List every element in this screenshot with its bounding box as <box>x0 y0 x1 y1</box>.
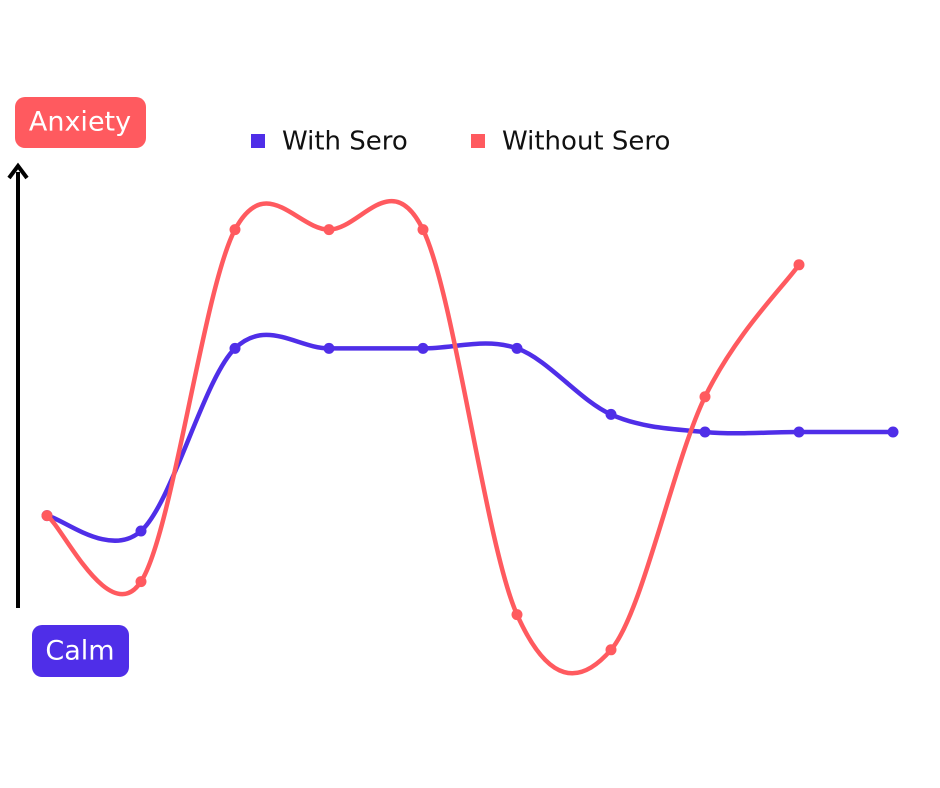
legend-swatch <box>251 134 265 148</box>
data-point <box>229 224 241 236</box>
series-line <box>44 198 802 676</box>
data-point <box>793 259 805 271</box>
legend-swatch <box>471 134 485 148</box>
data-point <box>605 644 617 656</box>
data-point <box>699 391 711 403</box>
legend-label: With Sero <box>282 127 408 157</box>
data-point <box>417 342 429 354</box>
arrow-head <box>7 162 29 180</box>
data-point <box>511 342 523 354</box>
data-point <box>323 342 335 354</box>
data-point <box>135 525 147 537</box>
data-point <box>229 342 241 354</box>
bottom-label-box <box>32 625 129 677</box>
data-point <box>41 510 53 522</box>
top-label-box <box>15 97 146 148</box>
data-point <box>323 224 335 236</box>
data-point <box>135 576 147 588</box>
bottom-label: Calm <box>45 636 114 667</box>
data-point <box>699 426 711 438</box>
top-label: Anxiety <box>29 107 131 138</box>
series-line <box>44 332 896 543</box>
legend-label: Without Sero <box>502 127 670 157</box>
data-point <box>605 408 617 420</box>
data-point <box>793 426 805 438</box>
data-point <box>887 426 899 438</box>
data-point <box>417 224 429 236</box>
data-point <box>511 609 523 621</box>
